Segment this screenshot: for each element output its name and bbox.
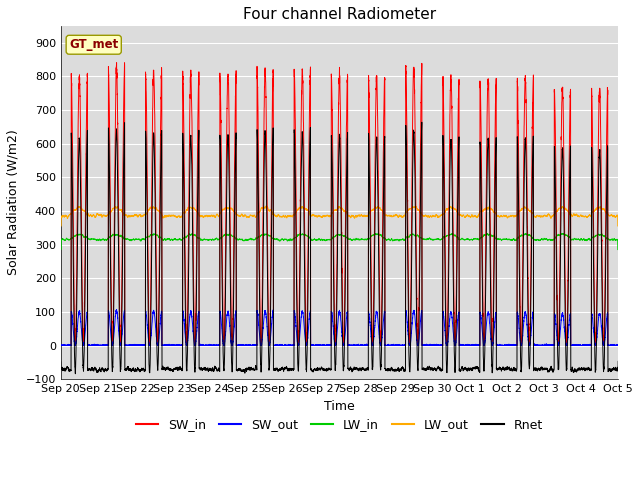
Title: Four channel Radiometer: Four channel Radiometer	[243, 7, 436, 22]
Y-axis label: Solar Radiation (W/m2): Solar Radiation (W/m2)	[7, 130, 20, 276]
Text: GT_met: GT_met	[69, 38, 118, 51]
Legend: SW_in, SW_out, LW_in, LW_out, Rnet: SW_in, SW_out, LW_in, LW_out, Rnet	[131, 413, 548, 436]
X-axis label: Time: Time	[324, 399, 355, 413]
